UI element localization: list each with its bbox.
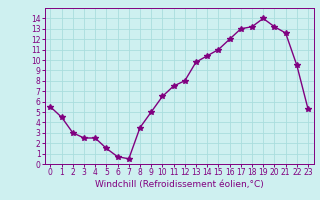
- X-axis label: Windchill (Refroidissement éolien,°C): Windchill (Refroidissement éolien,°C): [95, 180, 264, 189]
